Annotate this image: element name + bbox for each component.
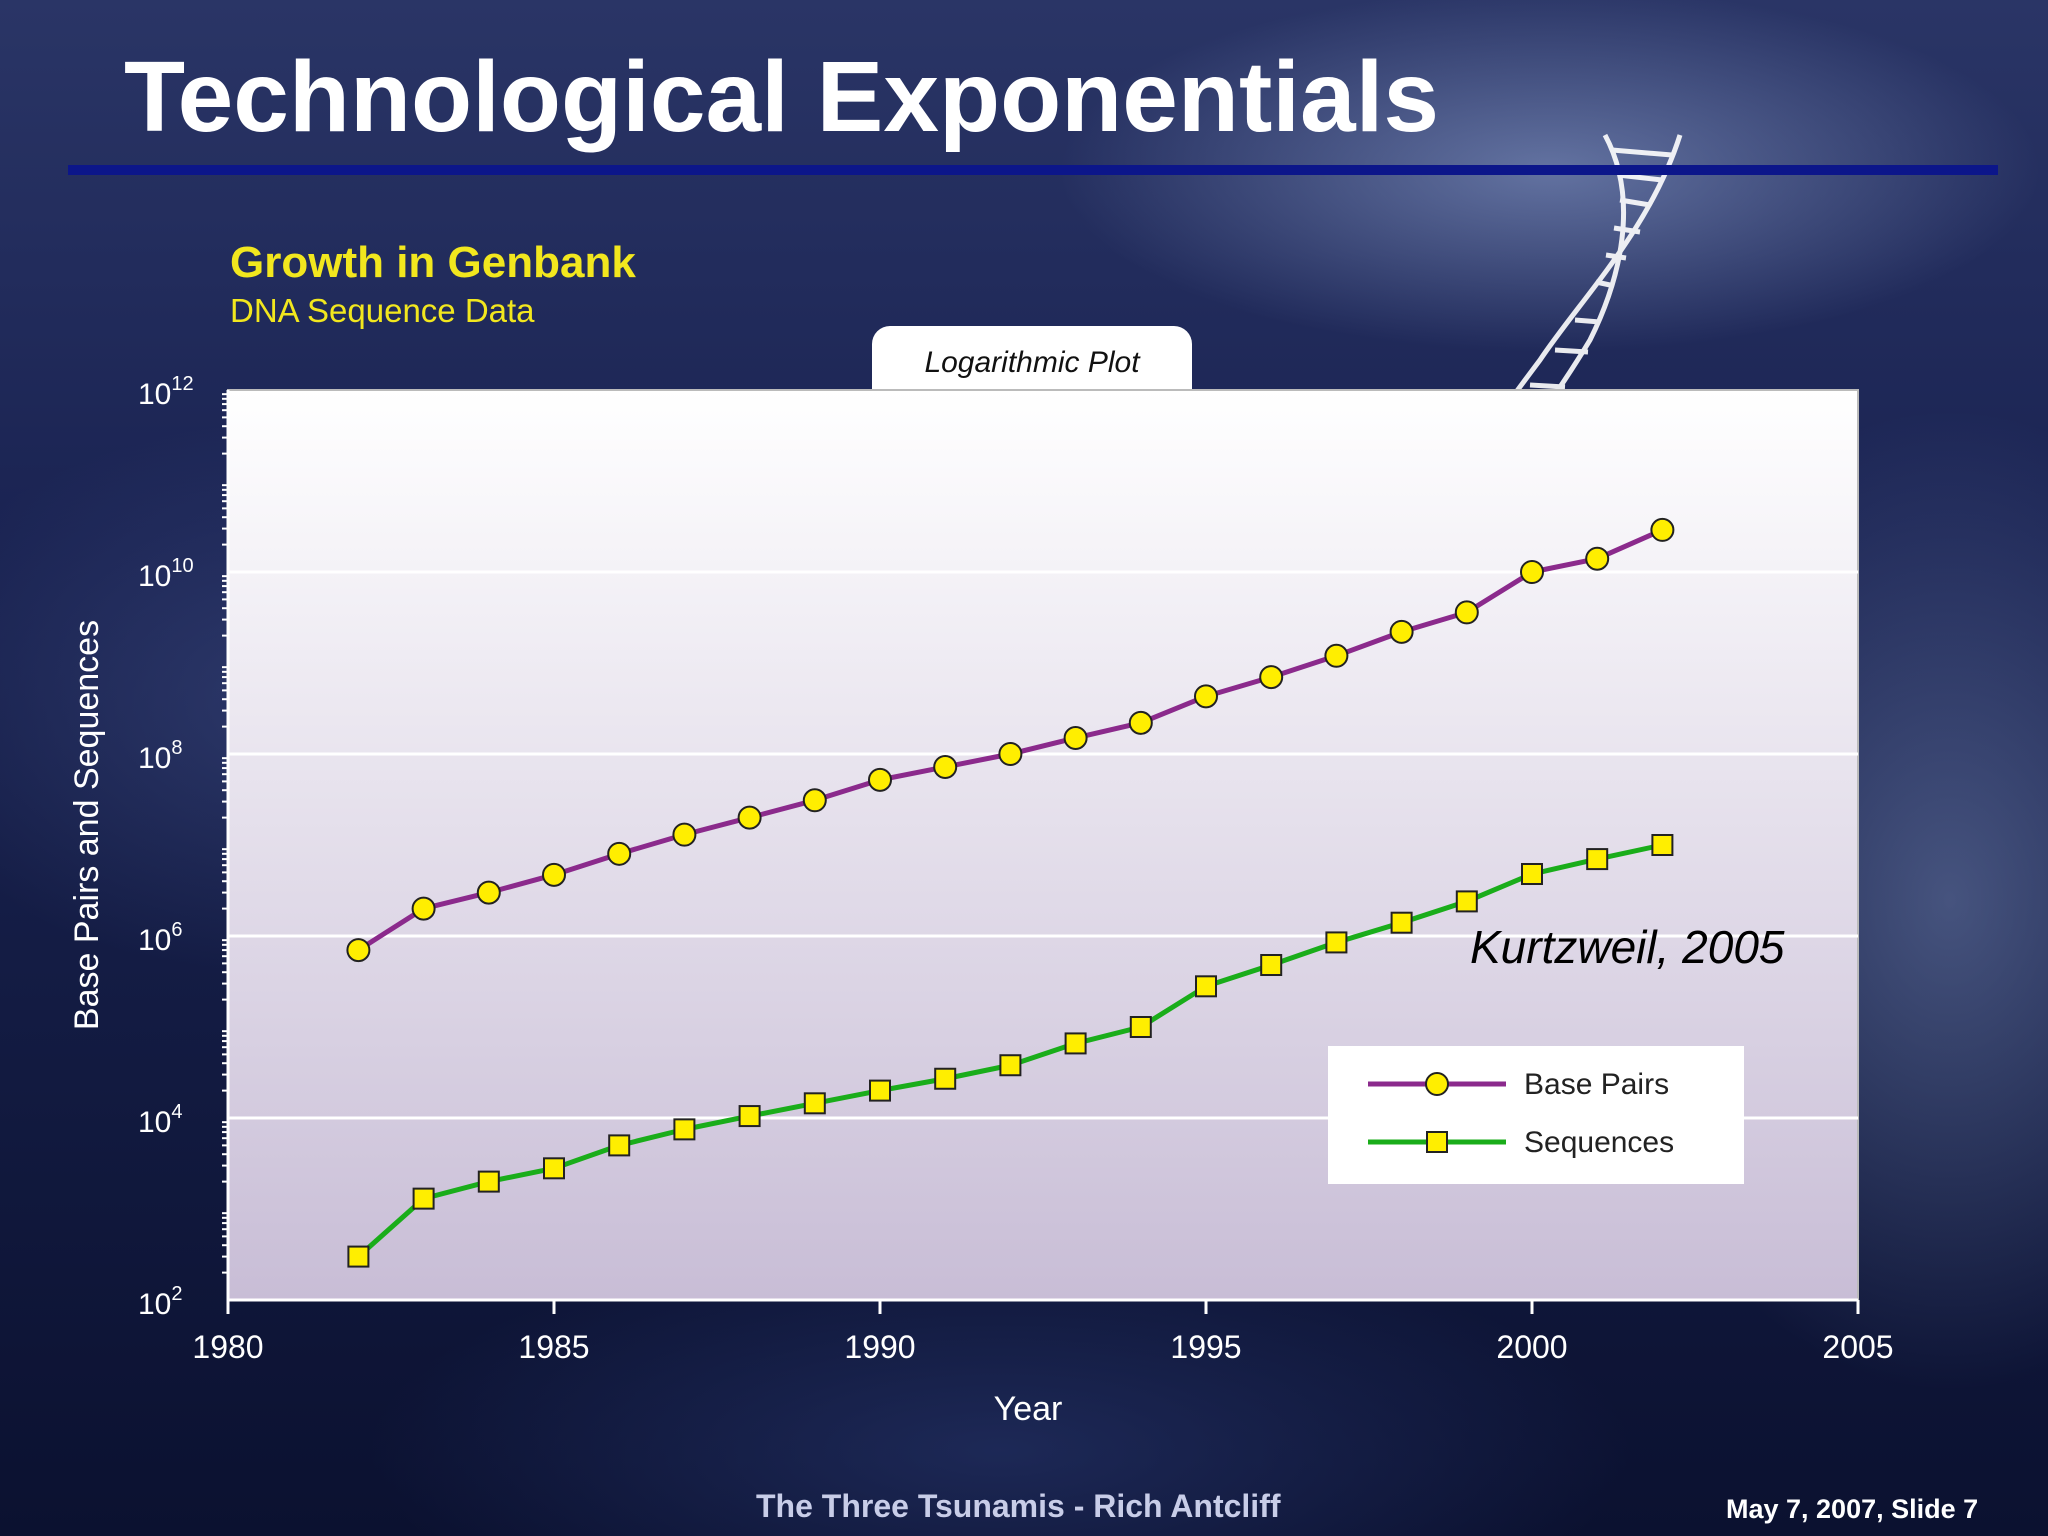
y-axis-label: Base Pairs and Sequences bbox=[68, 620, 106, 1030]
chart-annotation: Kurtzweil, 2005 bbox=[1470, 921, 1785, 973]
data-point-base-pairs bbox=[1389, 619, 1414, 644]
data-point-base-pairs bbox=[1194, 684, 1218, 709]
data-point-base-pairs bbox=[1324, 643, 1349, 668]
data-point-sequences bbox=[608, 1134, 631, 1157]
x-axis-label: Year bbox=[994, 1390, 1063, 1428]
y-tick-label: 108 bbox=[138, 737, 183, 775]
data-point-base-pairs bbox=[1454, 600, 1479, 625]
data-point-sequences bbox=[347, 1245, 370, 1268]
footer-presentation-title: The Three Tsunamis - Rich Antcliff bbox=[756, 1488, 1281, 1524]
data-point-base-pairs bbox=[1063, 725, 1088, 750]
data-point-base-pairs bbox=[933, 754, 958, 779]
data-point-sequences bbox=[477, 1170, 500, 1193]
data-point-base-pairs bbox=[1128, 710, 1153, 735]
data-point-base-pairs bbox=[802, 788, 827, 813]
legend-marker-base-pairs bbox=[1425, 1072, 1449, 1096]
y-tick-label: 1012 bbox=[138, 373, 194, 411]
x-tick-label: 1990 bbox=[844, 1329, 915, 1365]
data-point-sequences bbox=[1325, 931, 1348, 954]
data-point-sequences bbox=[543, 1157, 565, 1180]
legend-label-base-pairs: Base Pairs bbox=[1524, 1068, 1669, 1101]
plot-tab bbox=[872, 326, 1192, 396]
data-point-base-pairs bbox=[672, 822, 697, 847]
title-underline bbox=[68, 165, 1998, 175]
data-point-sequences bbox=[869, 1079, 891, 1102]
data-point-base-pairs bbox=[737, 805, 762, 830]
x-tick-labels: 1980 1985 1990 1995 2000 2005 bbox=[192, 1329, 1893, 1365]
data-point-base-pairs bbox=[1585, 546, 1610, 571]
y-tick-label: 106 bbox=[138, 919, 183, 957]
data-point-sequences bbox=[412, 1187, 435, 1210]
data-point-base-pairs bbox=[346, 938, 371, 963]
data-point-base-pairs bbox=[542, 862, 566, 887]
data-point-base-pairs bbox=[868, 767, 892, 792]
x-tick-label: 1980 bbox=[192, 1329, 263, 1365]
data-point-base-pairs bbox=[607, 841, 632, 866]
footer-date-slide: May 7, 2007, Slide 7 bbox=[1726, 1494, 1979, 1524]
data-point-sequences bbox=[999, 1054, 1022, 1077]
x-tick-label: 1995 bbox=[1170, 1329, 1241, 1365]
x-tick-label: 2000 bbox=[1496, 1329, 1567, 1365]
data-point-sequences bbox=[738, 1105, 761, 1128]
data-point-base-pairs bbox=[1259, 665, 1284, 690]
data-point-sequences bbox=[1129, 1016, 1152, 1038]
data-point-sequences bbox=[1521, 863, 1543, 886]
data-point-sequences bbox=[1064, 1032, 1087, 1055]
data-point-base-pairs bbox=[1520, 560, 1544, 584]
data-point-sequences bbox=[803, 1092, 826, 1115]
data-point-sequences bbox=[1260, 954, 1283, 977]
data-point-sequences bbox=[673, 1118, 696, 1141]
legend-marker-sequences bbox=[1426, 1131, 1448, 1153]
chart-subtitle: DNA Sequence Data bbox=[230, 292, 535, 329]
legend-label-sequences: Sequences bbox=[1524, 1126, 1674, 1159]
data-point-base-pairs bbox=[411, 896, 436, 921]
chart-title: Growth in Genbank bbox=[230, 238, 636, 287]
axes bbox=[222, 390, 1860, 1314]
x-tick-label: 1985 bbox=[518, 1329, 589, 1365]
data-point-sequences bbox=[1586, 848, 1609, 871]
y-tick-label: 1010 bbox=[138, 555, 194, 593]
data-point-sequences bbox=[1651, 834, 1674, 856]
series-layer bbox=[346, 517, 1675, 1268]
data-point-sequences bbox=[1455, 890, 1478, 913]
data-point-sequences bbox=[934, 1067, 957, 1090]
data-point-sequences bbox=[1390, 911, 1413, 934]
y-tick-label: 104 bbox=[138, 1101, 183, 1139]
y-tick-label: 102 bbox=[138, 1283, 183, 1321]
legend: Base Pairs Sequences bbox=[1328, 1046, 1744, 1184]
data-point-sequences bbox=[1195, 975, 1217, 998]
data-point-base-pairs bbox=[476, 880, 501, 905]
plot-tab-label: Logarithmic Plot bbox=[924, 346, 1140, 379]
y-tick-labels: 102 104 106 108 1010 1012 bbox=[138, 373, 194, 1321]
data-point-base-pairs bbox=[998, 742, 1023, 766]
legend-box bbox=[1328, 1046, 1744, 1184]
slide-title: Technological Exponentials bbox=[124, 41, 1440, 153]
x-tick-label: 2005 bbox=[1822, 1329, 1893, 1365]
data-point-base-pairs bbox=[1650, 517, 1675, 542]
